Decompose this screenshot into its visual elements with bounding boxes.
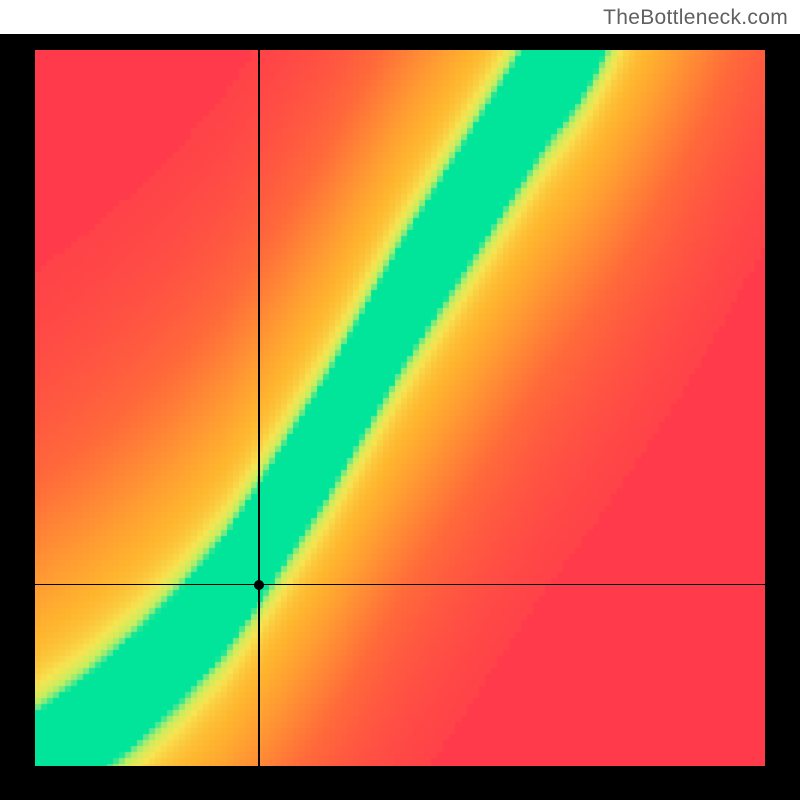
chart-outer-frame xyxy=(0,34,800,800)
watermark-text: TheBottleneck.com xyxy=(603,6,788,30)
crosshair-horizontal xyxy=(35,584,765,585)
crosshair-marker-icon xyxy=(254,580,264,590)
heatmap-canvas xyxy=(35,50,765,766)
crosshair-vertical xyxy=(258,50,259,766)
chart-container: TheBottleneck.com xyxy=(0,0,800,800)
chart-plot-area xyxy=(35,50,765,766)
